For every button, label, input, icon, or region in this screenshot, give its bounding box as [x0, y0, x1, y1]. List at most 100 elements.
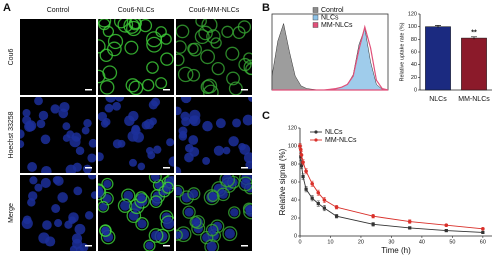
- nucleus: [20, 140, 25, 149]
- nucleus: [137, 193, 146, 202]
- column-header: Cou6-NLCs: [118, 7, 155, 14]
- cell: [228, 206, 241, 219]
- point: [334, 214, 339, 218]
- cell: [102, 25, 115, 38]
- cells: [176, 19, 252, 95]
- x-tick-label: 10: [327, 239, 333, 245]
- nucleus: [176, 166, 182, 173]
- nucleus: [65, 164, 77, 173]
- point: [310, 182, 314, 186]
- nucleus: [130, 125, 141, 136]
- y-tick-label: 60: [411, 49, 417, 55]
- nucleus: [112, 101, 122, 111]
- panel-label: C: [262, 110, 270, 122]
- cell: [176, 53, 185, 67]
- y-tick-label: 80: [411, 37, 417, 43]
- nucleus: [206, 241, 217, 251]
- cell: [200, 49, 215, 65]
- micrograph: [176, 97, 252, 173]
- nucleus: [57, 192, 68, 203]
- x-tick-label: 0: [298, 239, 301, 245]
- cell: [187, 187, 201, 201]
- nucleus: [184, 207, 194, 217]
- micrograph: [176, 19, 252, 95]
- image-background: [98, 19, 174, 95]
- line: [299, 145, 483, 233]
- cell: [205, 223, 219, 237]
- cells: [21, 175, 96, 251]
- cell: [182, 205, 196, 219]
- nucleus: [34, 183, 43, 192]
- cell: [204, 239, 220, 251]
- column-header: Cou6-MM-NLCs: [189, 7, 240, 14]
- legend-marker: [314, 138, 318, 142]
- micrograph: [98, 175, 174, 251]
- nucleus: [69, 245, 78, 251]
- nucleus: [22, 115, 32, 125]
- nucleus: [64, 220, 73, 229]
- point: [304, 187, 308, 191]
- legend-label: MM-NLCs: [321, 22, 353, 29]
- nucleus: [202, 156, 211, 165]
- row-header: Cou6: [8, 49, 15, 66]
- cell: [98, 200, 110, 213]
- cell: [211, 61, 225, 76]
- nucleus: [176, 106, 182, 116]
- scale-bar: [163, 167, 170, 169]
- cell: [138, 19, 153, 33]
- cell: [148, 175, 162, 184]
- bar: [461, 37, 487, 91]
- nucleus: [66, 130, 75, 139]
- cell: [201, 19, 218, 33]
- legend-marker: [314, 130, 318, 134]
- nucleus: [36, 119, 46, 129]
- micrograph: [20, 97, 96, 173]
- nucleus: [202, 120, 213, 132]
- cell: [194, 29, 210, 45]
- cell: [176, 229, 183, 241]
- cell: [146, 61, 159, 74]
- nucleus: [215, 118, 226, 129]
- histogram-area: [272, 24, 389, 91]
- nucleus: [218, 189, 228, 199]
- nucleus: [75, 146, 85, 156]
- scale-bar: [85, 167, 92, 169]
- point: [316, 202, 320, 206]
- nucleus: [88, 138, 96, 148]
- nucleus: [50, 104, 60, 114]
- cell: [176, 40, 187, 54]
- nucleus: [40, 134, 51, 145]
- cells: [20, 97, 96, 173]
- legend-label: NLCs: [325, 129, 343, 136]
- point: [298, 147, 303, 152]
- nucleus: [90, 191, 96, 199]
- cells: [98, 97, 174, 171]
- cell: [128, 19, 142, 31]
- nucleus: [81, 126, 90, 135]
- nucleus: [101, 226, 110, 235]
- cell: [101, 177, 114, 191]
- y-tick-label: 0: [414, 87, 417, 93]
- nucleus: [102, 117, 111, 126]
- nucleus: [163, 183, 173, 192]
- nucleus: [104, 103, 114, 113]
- point: [371, 214, 375, 218]
- x-axis-label: Time (h): [381, 246, 411, 255]
- legend-swatch: [312, 14, 319, 21]
- nucleus: [105, 97, 117, 103]
- nucleus: [62, 122, 71, 131]
- scale-bar: [241, 167, 248, 169]
- cell: [188, 42, 202, 57]
- nucleus: [29, 176, 38, 185]
- scale-bar: [241, 245, 248, 247]
- cell: [99, 80, 115, 95]
- nucleus: [22, 108, 31, 117]
- nucleus: [224, 228, 235, 239]
- nucleus: [179, 130, 187, 139]
- cells: [98, 19, 174, 95]
- nucleus: [213, 145, 224, 156]
- cell: [135, 217, 149, 231]
- nucleus: [243, 152, 252, 164]
- cell: [206, 29, 221, 44]
